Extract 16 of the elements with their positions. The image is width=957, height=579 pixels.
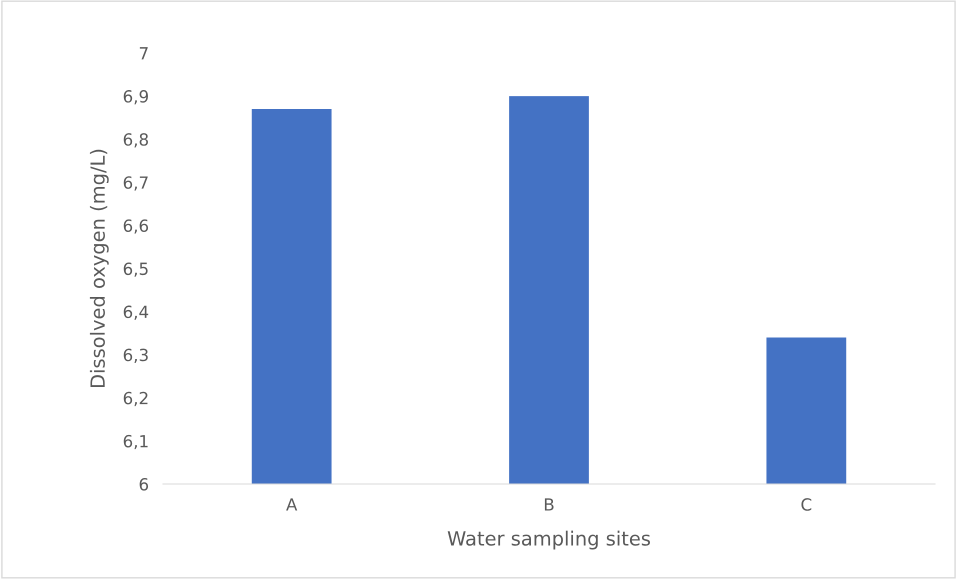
- x-tick-label: A: [286, 498, 298, 511]
- y-tick-label: 6,9: [124, 90, 148, 104]
- x-tick-label: B: [544, 498, 554, 511]
- y-tick-label: 6,5: [124, 262, 148, 277]
- x-axis-title: Water sampling sites: [448, 530, 650, 550]
- y-tick-label: 6,3: [124, 348, 148, 363]
- y-tick-label: 6,1: [124, 434, 148, 450]
- y-tick-label: 6,6: [124, 219, 148, 234]
- y-tick-label: 6,2: [124, 392, 148, 406]
- y-tick-label: 6: [140, 478, 148, 491]
- y-axis-title: Dissolved oxygen (mg/L): [90, 150, 109, 388]
- y-tick-label: 6,4: [124, 306, 148, 320]
- y-tick-label: 7: [140, 47, 148, 60]
- y-tick-label: 6,8: [124, 133, 148, 148]
- x-tick-label: C: [801, 498, 812, 511]
- y-tick-label: 6,7: [124, 176, 148, 191]
